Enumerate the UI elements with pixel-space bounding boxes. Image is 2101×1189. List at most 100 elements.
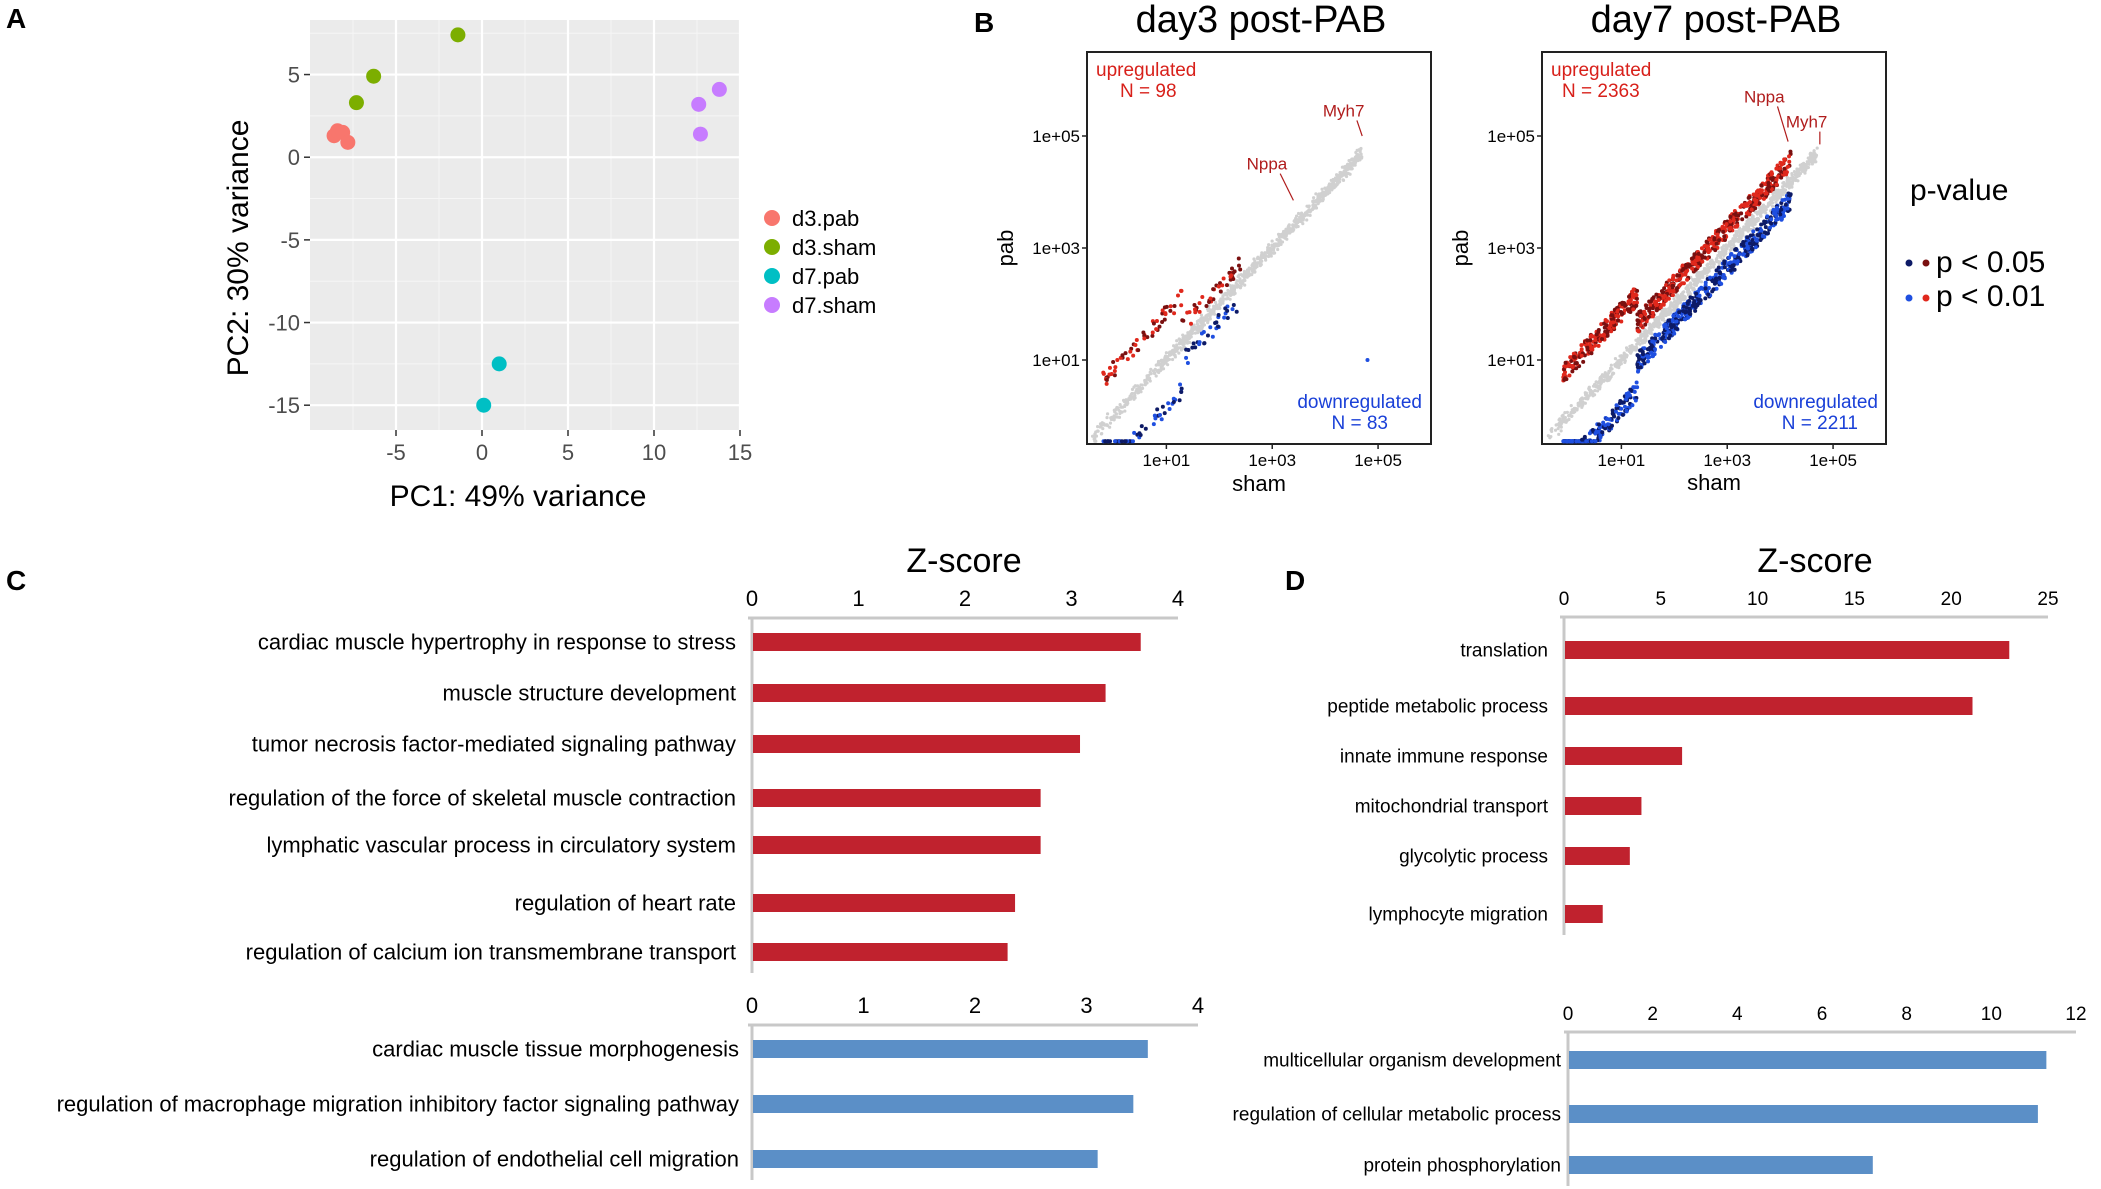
point-not-significant bbox=[1555, 423, 1559, 427]
point-not-significant bbox=[1239, 284, 1243, 288]
point-not-significant bbox=[1672, 305, 1677, 309]
point-downregulated bbox=[1768, 220, 1773, 225]
point-downregulated bbox=[1199, 331, 1204, 336]
point-downregulated bbox=[1713, 277, 1718, 282]
point-upregulated bbox=[1160, 308, 1165, 313]
point-downregulated bbox=[1714, 286, 1719, 291]
point-downregulated bbox=[1753, 245, 1758, 250]
point-downregulated bbox=[1584, 439, 1589, 444]
legend-dot-p001-up bbox=[1922, 294, 1930, 302]
point-downregulated bbox=[1143, 426, 1148, 431]
point-not-significant bbox=[1802, 161, 1806, 165]
point-downregulated bbox=[1593, 439, 1598, 444]
point-upregulated bbox=[1643, 322, 1648, 327]
point-not-significant bbox=[1260, 251, 1264, 255]
point-downregulated bbox=[1652, 347, 1657, 352]
point-upregulated bbox=[1702, 255, 1707, 260]
point-not-significant bbox=[1100, 431, 1104, 436]
point-upregulated bbox=[1704, 244, 1709, 249]
point-not-significant bbox=[1347, 164, 1351, 168]
point-not-significant bbox=[1167, 351, 1171, 355]
point-downregulated bbox=[1620, 412, 1625, 417]
gene-label-myh7: Myh7 bbox=[1786, 113, 1828, 132]
point-downregulated bbox=[1130, 439, 1135, 444]
point-upregulated bbox=[1113, 365, 1118, 370]
point-not-significant bbox=[1770, 196, 1775, 200]
point-not-significant bbox=[1621, 355, 1626, 359]
point-upregulated bbox=[1696, 251, 1701, 256]
point-downregulated bbox=[1677, 310, 1682, 315]
bar-regulation-of-calcium-ion-transmembrane-transport bbox=[753, 943, 1008, 961]
bar-protein-phosphorylation bbox=[1569, 1156, 1873, 1174]
point-not-significant bbox=[1115, 415, 1120, 419]
point-not-significant bbox=[1591, 394, 1595, 398]
point-upregulated bbox=[1142, 336, 1147, 341]
point-upregulated bbox=[1609, 313, 1614, 318]
point-not-significant bbox=[1172, 348, 1176, 352]
point-not-significant bbox=[1151, 369, 1155, 373]
point-not-significant bbox=[1175, 343, 1179, 347]
pca-gridlines bbox=[310, 20, 742, 430]
point-downregulated bbox=[1193, 345, 1198, 350]
point-not-significant bbox=[1149, 367, 1153, 371]
point-not-significant bbox=[1178, 338, 1182, 342]
point-not-significant bbox=[1253, 266, 1257, 270]
point-not-significant bbox=[1268, 250, 1272, 254]
point-downregulated bbox=[1208, 325, 1213, 330]
point-not-significant bbox=[1790, 185, 1794, 189]
point-not-significant bbox=[1667, 310, 1671, 315]
point-not-significant bbox=[1567, 413, 1571, 418]
point-downregulated bbox=[1759, 228, 1764, 233]
point-not-significant bbox=[1574, 407, 1578, 411]
point-upregulated bbox=[1660, 290, 1665, 295]
point-not-significant bbox=[1584, 391, 1589, 395]
point-not-significant bbox=[1703, 268, 1707, 272]
point-not-significant bbox=[1767, 203, 1771, 207]
point-upregulated bbox=[1614, 313, 1619, 318]
bar-axis-tick-label: 3 bbox=[1080, 993, 1092, 1018]
point-downregulated bbox=[1717, 270, 1722, 275]
point-upregulated bbox=[1695, 264, 1700, 269]
point-not-significant bbox=[1567, 417, 1571, 422]
point-not-significant bbox=[1804, 167, 1808, 171]
point-not-significant bbox=[1687, 290, 1691, 294]
point-upregulated bbox=[1776, 174, 1781, 179]
point-not-significant bbox=[1181, 333, 1185, 337]
day7-scatter-title: day7 post-PAB bbox=[1591, 0, 1842, 41]
point-upregulated bbox=[1570, 369, 1575, 374]
point-not-significant bbox=[1624, 353, 1628, 357]
point-not-significant bbox=[1093, 434, 1097, 438]
legend-dot-p005-down bbox=[1905, 259, 1913, 267]
point-not-significant bbox=[1276, 247, 1280, 252]
day3-x-axis-label: sham bbox=[1232, 471, 1286, 496]
point-not-significant bbox=[1228, 293, 1233, 297]
bar-label-lymphocyte-migration: lymphocyte migration bbox=[1368, 905, 1548, 926]
point-not-significant bbox=[1140, 383, 1144, 387]
point-not-significant bbox=[1270, 244, 1274, 248]
point-upregulated bbox=[1115, 357, 1120, 362]
point-not-significant bbox=[1611, 371, 1616, 375]
point-downregulated bbox=[1635, 353, 1640, 358]
point-not-significant bbox=[1558, 424, 1562, 428]
day7-downregulated-label: downregulated bbox=[1753, 392, 1878, 413]
point-not-significant bbox=[1755, 212, 1759, 216]
bar-cardiac-muscle-hypertrophy-in-response-to-stress bbox=[753, 633, 1141, 651]
point-downregulated bbox=[1759, 222, 1764, 227]
point-not-significant bbox=[1732, 240, 1736, 244]
point-not-significant bbox=[1193, 331, 1197, 335]
point-downregulated bbox=[1649, 350, 1654, 355]
point-upregulated bbox=[1655, 306, 1660, 311]
point-not-significant bbox=[1136, 384, 1140, 388]
point-not-significant bbox=[1712, 265, 1716, 269]
point-downregulated bbox=[1160, 404, 1165, 409]
point-downregulated bbox=[1216, 312, 1221, 317]
pca-point-d7-sham bbox=[692, 126, 708, 142]
point-upregulated bbox=[1774, 166, 1779, 171]
bar-axis-tick-label: 1 bbox=[857, 993, 869, 1018]
point-not-significant bbox=[1160, 364, 1165, 368]
point-not-significant bbox=[1697, 272, 1701, 277]
gene-label-myh7: Myh7 bbox=[1323, 101, 1365, 120]
point-upregulated bbox=[1631, 307, 1636, 312]
point-not-significant bbox=[1546, 434, 1550, 438]
point-not-significant bbox=[1185, 335, 1189, 339]
